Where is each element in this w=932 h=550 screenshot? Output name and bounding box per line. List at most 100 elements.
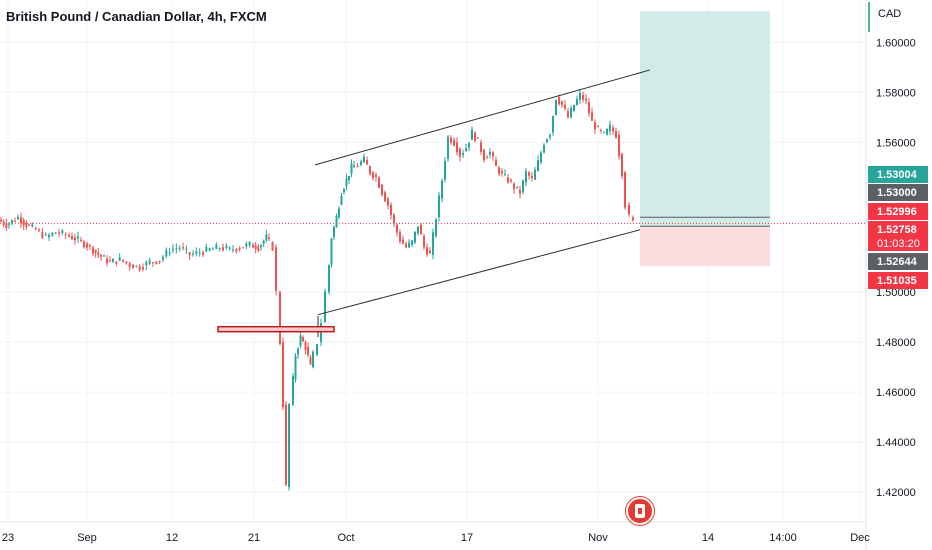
price-tag-label: 1.53004	[877, 169, 918, 181]
price-tag-label: 1.52758	[877, 224, 917, 236]
candle-body	[316, 344, 318, 355]
x-tick-label: 14	[702, 532, 714, 544]
candle-body	[64, 233, 67, 235]
candle-body	[152, 262, 154, 264]
candle-body	[414, 231, 416, 243]
candle-body	[92, 247, 94, 254]
candle-body	[366, 159, 368, 165]
candle-body	[254, 245, 257, 250]
candle-body	[222, 247, 224, 251]
candle-body	[54, 232, 57, 234]
candle-body	[228, 247, 231, 249]
candle-body	[328, 265, 330, 293]
candle-body	[456, 142, 458, 153]
candle-body	[17, 216, 19, 220]
candle-body	[138, 266, 141, 271]
candle-body	[172, 248, 174, 250]
candle-body	[288, 403, 290, 488]
currency-code: CAD	[878, 8, 902, 20]
y-tick-label: 1.44000	[876, 437, 916, 449]
candle-body	[312, 351, 314, 368]
candle-body	[363, 156, 365, 163]
candle-body	[77, 236, 79, 239]
price-tag	[868, 166, 928, 183]
candle-body	[185, 248, 188, 250]
candle-body	[594, 122, 596, 130]
candle-body	[432, 232, 434, 255]
candle-body	[417, 226, 419, 234]
candle-body	[447, 136, 449, 159]
candle-body	[543, 144, 545, 153]
candle-body	[188, 252, 191, 256]
candle-body	[480, 142, 482, 152]
y-tick-label: 1.56000	[876, 137, 916, 149]
price-tag	[868, 272, 928, 289]
candle-body	[248, 241, 251, 246]
candle-body	[61, 230, 64, 234]
chart-title: British Pound / Canadian Dollar, 4h, FXC…	[6, 9, 267, 24]
x-tick-label: Dec	[850, 532, 870, 544]
candle-body	[309, 357, 312, 365]
candle-body	[408, 242, 410, 248]
candle-body	[600, 129, 602, 131]
x-tick-label: 23	[2, 532, 14, 544]
candle-body	[628, 204, 630, 215]
candle-body	[48, 234, 50, 238]
candle-body	[350, 163, 353, 174]
x-tick-label: 17	[461, 532, 473, 544]
candle-body	[2, 221, 5, 226]
candle-body	[498, 167, 500, 174]
candle-body	[549, 134, 551, 138]
candle-body	[348, 176, 350, 180]
loss-zone	[640, 226, 770, 267]
candle-body	[148, 260, 151, 264]
candle-body	[71, 236, 73, 240]
candle-body	[555, 99, 557, 115]
candle-body	[320, 323, 322, 343]
candle-body	[94, 249, 97, 253]
candle-body	[205, 246, 208, 252]
candle-body	[567, 111, 569, 118]
candle-body	[429, 251, 431, 254]
candle-body	[459, 148, 461, 157]
candle-body	[0, 219, 2, 222]
candle-body	[624, 172, 626, 208]
y-tick-label: 1.50000	[876, 287, 916, 299]
canada-flag-icon[interactable]	[626, 497, 654, 525]
candle-body	[405, 243, 407, 248]
currency-label[interactable]: CAD	[868, 2, 932, 32]
candle-body	[632, 217, 634, 221]
candle-body	[83, 241, 85, 248]
candle-body	[297, 348, 299, 355]
candle-body	[603, 131, 605, 133]
candle-body	[441, 180, 443, 199]
x-tick-label: 14:00	[769, 532, 797, 544]
price-tag-countdown: 01:03:20	[877, 238, 920, 250]
candle-body	[142, 267, 144, 270]
x-tick-label: 12	[166, 532, 178, 544]
candle-body	[162, 256, 164, 260]
candle-body	[44, 234, 47, 236]
candle-body	[393, 214, 395, 224]
candle-body	[474, 132, 476, 141]
candle-body	[426, 247, 428, 255]
candle-body	[125, 261, 128, 264]
candle-body	[387, 198, 389, 206]
candle-body	[242, 247, 244, 249]
candle-body	[215, 244, 218, 249]
candle-body	[51, 232, 54, 236]
candle-body	[402, 239, 404, 244]
resistance-zone	[217, 325, 335, 333]
channel-upper-line	[314, 69, 651, 166]
candle-body	[86, 243, 88, 248]
candle-body	[41, 232, 44, 238]
candle-body	[399, 232, 401, 242]
candle-body	[324, 291, 326, 323]
candle-body	[265, 234, 268, 241]
candle-body	[208, 248, 211, 251]
candle-body	[34, 228, 37, 230]
candle-body	[282, 342, 284, 408]
candle-body	[165, 250, 168, 257]
